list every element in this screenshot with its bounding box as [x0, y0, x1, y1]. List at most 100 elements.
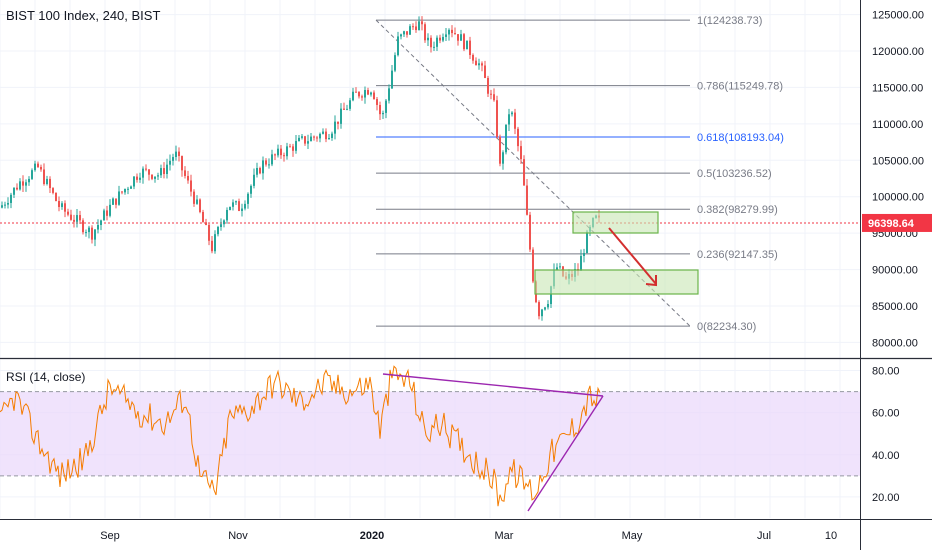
candle-body	[538, 302, 540, 317]
fib-level-label: 1(124238.73)	[697, 15, 762, 27]
candle-body	[502, 152, 504, 164]
candle-body	[199, 199, 201, 212]
price-tick-label: 105000.00	[872, 155, 924, 167]
candle-body	[427, 37, 429, 41]
candle-body	[4, 204, 6, 206]
candle-body	[223, 220, 225, 225]
candle-body	[310, 136, 312, 142]
candle-body	[517, 128, 519, 147]
candle-body	[133, 176, 135, 187]
candle-body	[343, 108, 345, 110]
candle-body	[544, 307, 546, 310]
candle-body	[16, 187, 18, 190]
candle-body	[307, 141, 309, 144]
candle-body	[508, 114, 510, 125]
candle-body	[148, 169, 150, 175]
candle-body	[58, 201, 60, 207]
candle-body	[322, 131, 324, 134]
candle-body	[499, 136, 501, 164]
candle-body	[418, 21, 420, 31]
candle-body	[421, 21, 423, 25]
candle-body	[400, 34, 402, 37]
candle-body	[484, 65, 486, 78]
last-price-label: 96398.64	[868, 218, 915, 230]
candle-body	[247, 193, 249, 204]
candle-body	[442, 36, 444, 41]
candle-body	[229, 206, 231, 211]
candle-body	[49, 178, 51, 189]
candle-body	[22, 181, 24, 186]
candle-body	[430, 37, 432, 48]
candle-body	[73, 219, 75, 222]
candle-body	[379, 104, 381, 115]
price-tick-label: 110000.00	[872, 119, 923, 131]
candle-body	[466, 40, 468, 50]
candle-body	[61, 203, 63, 207]
price-tick-label: 85000.00	[872, 301, 918, 313]
candle-body	[505, 124, 507, 153]
candle-body	[412, 26, 414, 28]
candle-body	[253, 174, 255, 186]
fib-level-label: 0.618(108193.04)	[697, 132, 784, 144]
time-axis-label: Sep	[100, 530, 120, 542]
candle-body	[328, 138, 330, 140]
target-zone-box[interactable]	[534, 269, 699, 295]
candle-body	[496, 100, 498, 137]
candle-body	[97, 224, 99, 230]
candle-body	[244, 203, 246, 209]
candle-body	[205, 222, 207, 225]
candle-body	[337, 121, 339, 124]
candle-body	[220, 224, 222, 227]
candle-body	[109, 204, 111, 216]
candle-body	[226, 210, 228, 221]
rsi-trendline-resistance[interactable]	[382, 373, 604, 397]
candle-body	[424, 24, 426, 41]
price-tick-label: 100000.00	[872, 192, 924, 204]
candle-body	[376, 99, 378, 105]
candle-body	[91, 227, 93, 240]
rsi-trendline-support[interactable]	[527, 395, 604, 512]
candle-body	[274, 154, 276, 156]
candle-body	[265, 160, 267, 165]
candle-body	[325, 131, 327, 140]
resistance-zone-box[interactable]	[572, 211, 659, 234]
candle-body	[394, 55, 396, 71]
candle-body	[340, 108, 342, 124]
candle-body	[358, 91, 360, 97]
candle-body	[511, 112, 513, 115]
candle-body	[529, 214, 531, 250]
candle-body	[451, 29, 453, 34]
candle-body	[184, 170, 186, 176]
candle-body	[175, 151, 177, 158]
candle-body	[301, 136, 303, 138]
candle-body	[160, 168, 162, 176]
rsi-line	[0, 365, 601, 507]
candle-body	[262, 160, 264, 174]
candle-body	[304, 136, 306, 144]
candle-body	[214, 234, 216, 252]
candle-body	[166, 164, 168, 175]
candle-body	[364, 90, 366, 98]
candle-body	[70, 214, 72, 220]
candle-body	[145, 168, 147, 170]
candle-body	[28, 178, 30, 183]
candle-body	[280, 148, 282, 156]
candle-body	[397, 36, 399, 56]
candle-body	[388, 88, 390, 101]
candle-body	[523, 159, 525, 186]
candle-body	[106, 210, 108, 216]
candle-body	[559, 266, 561, 268]
candle-body	[382, 112, 384, 115]
projection-arrow-line[interactable]	[608, 227, 657, 285]
candle-body	[277, 148, 279, 156]
fib-level-label: 0.382(98279.99)	[697, 204, 778, 216]
candle-body	[256, 168, 258, 175]
candle-body	[181, 156, 183, 171]
candle-body	[526, 185, 528, 215]
candle-body	[19, 181, 21, 190]
candle-body	[139, 177, 141, 180]
candle-body	[82, 220, 84, 233]
candle-body	[313, 136, 315, 138]
candle-body	[541, 309, 543, 317]
